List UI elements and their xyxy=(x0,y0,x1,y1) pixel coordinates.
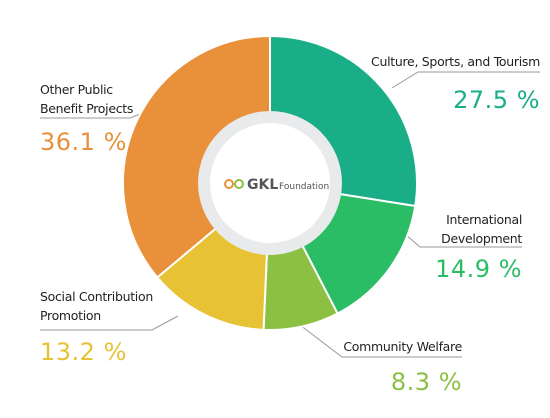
value-label: 8.3 % xyxy=(390,368,462,396)
logo-icon xyxy=(224,179,244,189)
slice xyxy=(122,34,271,279)
value-label: 14.9 % xyxy=(435,255,522,283)
leader-line xyxy=(391,71,540,89)
value-label: 13.2 % xyxy=(40,338,127,366)
category-label: International Development xyxy=(441,212,522,246)
center-disc xyxy=(210,123,330,243)
category-label: Other Public Benefit Projects xyxy=(40,82,134,116)
category-label: Social Contribution Promotion xyxy=(40,289,153,323)
logo-text: Foundation xyxy=(279,182,329,192)
value-label: 27.5 % xyxy=(453,86,540,114)
category-label: Culture, Sports, and Tourism xyxy=(371,54,540,69)
logo-brand: GKL xyxy=(247,177,278,193)
leader-line xyxy=(299,324,462,358)
value-label: 36.1 % xyxy=(40,128,127,156)
category-label: Community Welfare xyxy=(343,339,462,354)
leader-line xyxy=(40,315,179,331)
